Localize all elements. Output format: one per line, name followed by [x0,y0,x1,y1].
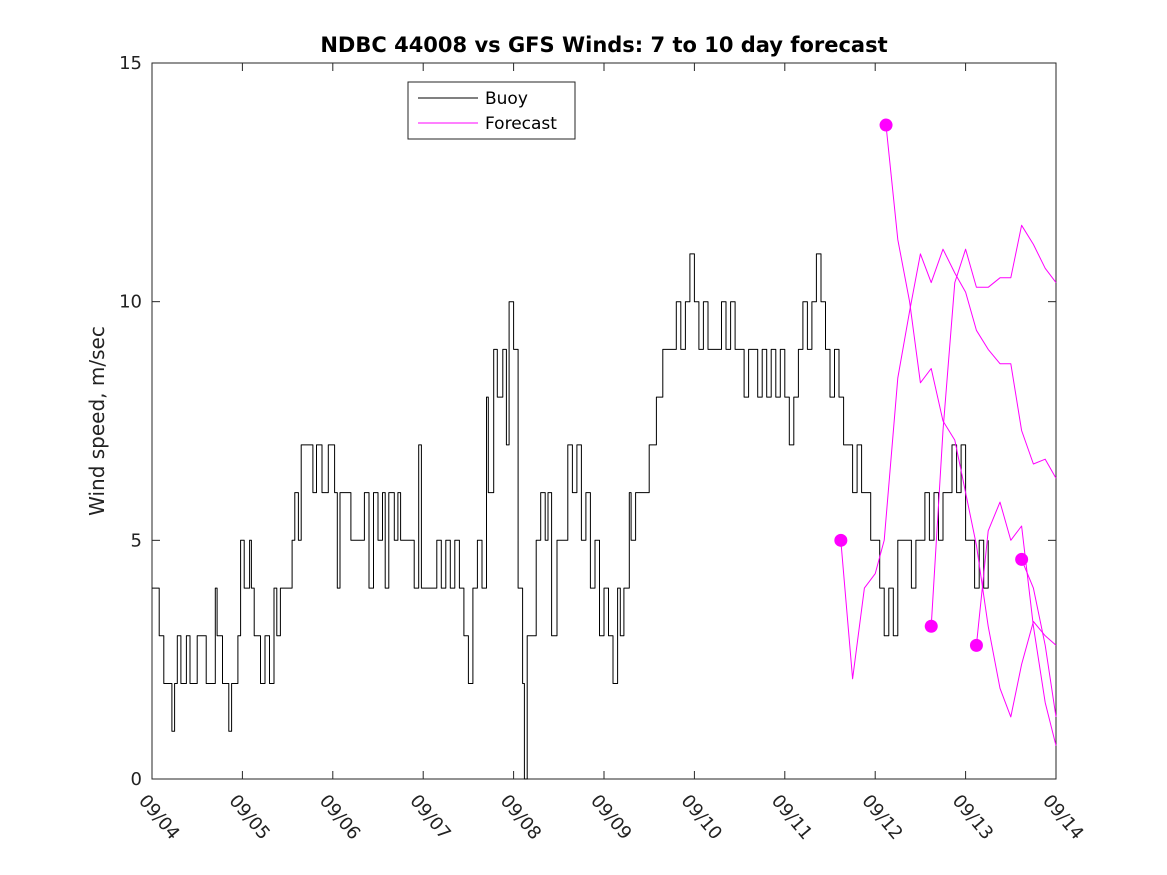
y-tick-label: 15 [119,53,142,74]
legend-label-forecast: Forecast [485,114,557,134]
chart-title: NDBC 44008 vs GFS Winds: 7 to 10 day for… [320,33,887,57]
forecast-start-marker [924,619,938,633]
series-line-forecast-1 [840,248,1057,680]
series-line-buoy [152,253,989,780]
legend: Buoy Forecast [407,81,576,140]
y-tick-label: 10 [119,292,142,313]
y-tick-label: 0 [131,769,142,790]
series-line-forecast-2 [885,125,1057,718]
forecast-start-marker [834,533,848,547]
series-line-forecast-3 [930,224,1057,627]
y-tick-label: 5 [131,530,142,551]
forecast-start-marker [1015,552,1029,566]
legend-label-buoy: Buoy [485,89,528,109]
plot-area: 09/04 09/05 09/06 09/07 09/08 09/09 09/10 09/11… [119,53,1088,844]
y-axis-label: Wind speed, m/sec [85,326,109,516]
forecast-start-marker [969,638,983,652]
axes-frame [151,62,1057,780]
forecast-start-marker [879,118,893,132]
legend-box [407,81,576,140]
series-line-forecast-4 [975,501,1057,746]
series-line-forecast-5 [1021,559,1057,717]
series-group [152,118,1057,780]
